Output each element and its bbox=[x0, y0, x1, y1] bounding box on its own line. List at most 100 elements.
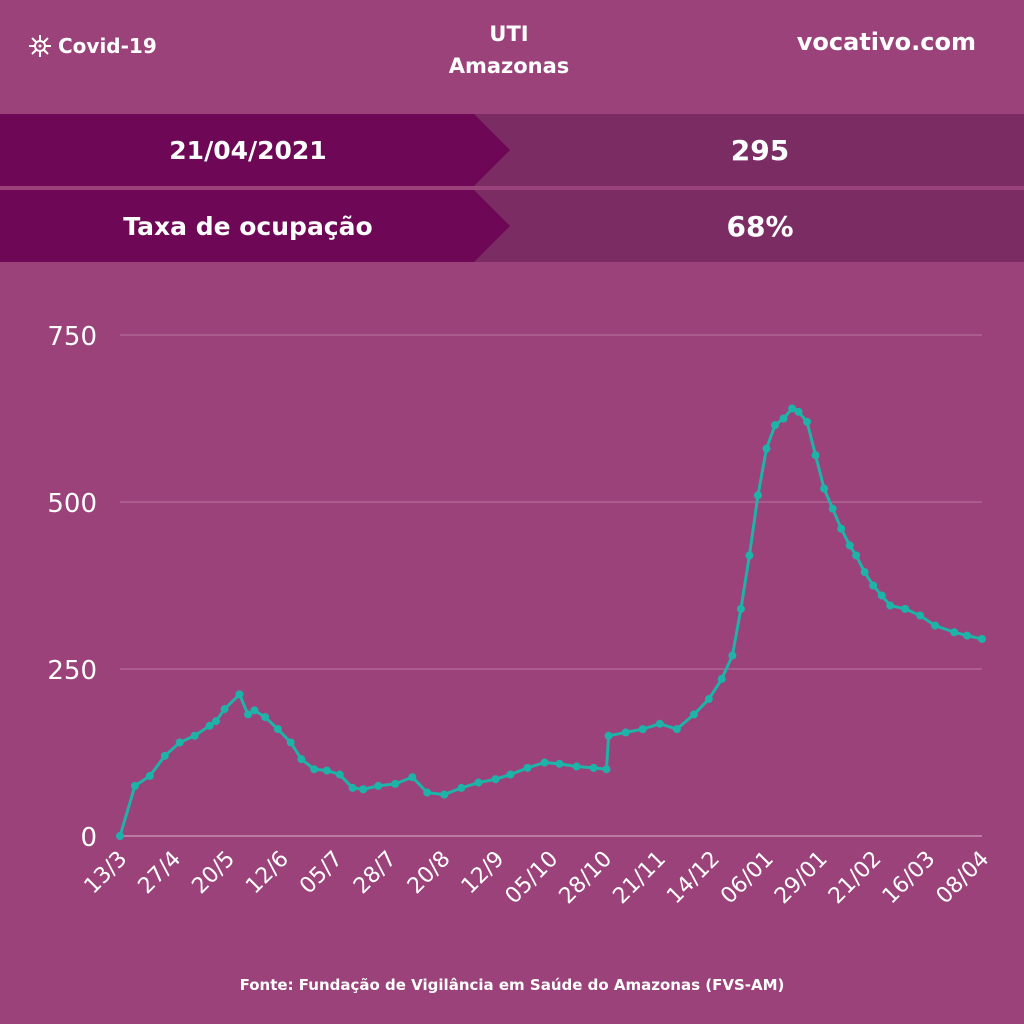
data-point bbox=[736, 604, 745, 613]
data-point bbox=[779, 414, 788, 423]
data-point bbox=[506, 770, 515, 779]
y-tick-label: 0 bbox=[80, 823, 97, 853]
data-point bbox=[788, 404, 797, 413]
data-point bbox=[803, 417, 812, 426]
data-point bbox=[877, 591, 886, 600]
data-point bbox=[621, 728, 630, 737]
data-point bbox=[286, 738, 295, 747]
brand: Covid-19 bbox=[28, 34, 157, 58]
x-tick-label: 21/11 bbox=[608, 847, 671, 910]
data-point bbox=[374, 781, 383, 790]
x-tick-label: 29/01 bbox=[770, 847, 833, 910]
title-line-2: Amazonas bbox=[448, 54, 570, 78]
y-tick-label: 500 bbox=[47, 489, 97, 519]
data-point bbox=[250, 706, 259, 715]
data-point bbox=[205, 721, 214, 730]
data-point bbox=[689, 710, 698, 719]
rate-label: Taxa de ocupação bbox=[123, 211, 373, 241]
label-band bbox=[0, 190, 510, 262]
data-point bbox=[794, 407, 803, 416]
data-point bbox=[244, 710, 253, 719]
x-tick-label: 20/8 bbox=[403, 847, 456, 900]
data-point bbox=[116, 832, 124, 840]
data-point bbox=[753, 491, 762, 500]
x-tick-label: 28/7 bbox=[349, 847, 402, 900]
x-tick-label: 13/3 bbox=[80, 847, 133, 900]
series-line bbox=[118, 406, 983, 837]
data-point bbox=[728, 651, 737, 660]
data-point bbox=[160, 751, 169, 760]
data-point bbox=[261, 713, 270, 722]
data-point bbox=[602, 765, 611, 774]
data-point bbox=[901, 604, 910, 613]
data-point bbox=[860, 568, 869, 577]
data-point bbox=[145, 771, 154, 780]
data-point bbox=[950, 628, 959, 637]
data-point bbox=[190, 731, 199, 740]
x-tick-label: 27/4 bbox=[134, 847, 187, 900]
data-point bbox=[572, 762, 581, 771]
x-tick-label: 16/03 bbox=[878, 847, 941, 910]
x-tick-label: 20/5 bbox=[187, 847, 240, 900]
date-value: 295 bbox=[730, 133, 790, 167]
data-point bbox=[457, 783, 466, 792]
date-label: 21/04/2021 bbox=[169, 135, 327, 165]
data-point bbox=[310, 765, 319, 774]
data-point bbox=[837, 524, 846, 533]
label-band bbox=[0, 114, 510, 186]
data-point bbox=[978, 634, 986, 643]
data-point bbox=[440, 790, 449, 799]
data-point bbox=[916, 611, 925, 620]
title-line-1: UTI bbox=[489, 22, 529, 46]
stat-row-date: 21/04/2021 295 bbox=[0, 114, 1024, 186]
data-point bbox=[828, 504, 837, 513]
data-point bbox=[423, 788, 432, 797]
x-tick-label: 08/04 bbox=[932, 847, 995, 910]
data-point bbox=[869, 581, 878, 590]
data-point bbox=[175, 738, 184, 747]
x-tick-label: 06/01 bbox=[716, 847, 779, 910]
data-point bbox=[220, 705, 229, 714]
data-point bbox=[273, 725, 282, 734]
data-point bbox=[717, 675, 726, 684]
data-point bbox=[931, 621, 940, 630]
y-tick-label: 250 bbox=[47, 656, 97, 686]
data-point bbox=[771, 421, 780, 430]
data-point bbox=[235, 690, 244, 699]
stat-row-rate: Taxa de ocupação 68% bbox=[0, 190, 1024, 262]
data-point bbox=[852, 551, 861, 560]
x-tick-label: 05/10 bbox=[501, 847, 564, 910]
data-point bbox=[540, 758, 549, 767]
data-point bbox=[963, 631, 972, 640]
data-point bbox=[589, 763, 598, 772]
data-point bbox=[491, 775, 500, 784]
data-point bbox=[638, 725, 647, 734]
data-point bbox=[555, 759, 564, 768]
data-point bbox=[523, 763, 532, 772]
x-tick-label: 12/6 bbox=[241, 847, 294, 900]
data-point bbox=[672, 725, 681, 734]
site-link[interactable]: vocativo.com bbox=[796, 28, 976, 56]
data-point bbox=[886, 601, 895, 610]
source-note: Fonte: Fundação de Vigilância em Saúde d… bbox=[239, 976, 785, 994]
data-point bbox=[335, 770, 344, 779]
data-point bbox=[704, 695, 713, 704]
data-point bbox=[212, 717, 221, 726]
data-point bbox=[745, 551, 754, 560]
data-point bbox=[845, 541, 854, 550]
rate-value: 68% bbox=[726, 209, 794, 243]
x-tick-label: 21/02 bbox=[824, 847, 887, 910]
data-point bbox=[130, 781, 139, 790]
x-tick-label: 05/7 bbox=[295, 847, 348, 900]
x-tick-label: 28/10 bbox=[555, 847, 618, 910]
chart-title: UTI Amazonas bbox=[384, 18, 634, 82]
data-point bbox=[408, 773, 417, 782]
data-point bbox=[322, 766, 331, 775]
data-point bbox=[604, 731, 613, 740]
data-point bbox=[811, 451, 820, 460]
data-point bbox=[297, 755, 306, 764]
data-point bbox=[474, 778, 483, 787]
data-point bbox=[348, 783, 357, 792]
data-point bbox=[359, 785, 368, 794]
